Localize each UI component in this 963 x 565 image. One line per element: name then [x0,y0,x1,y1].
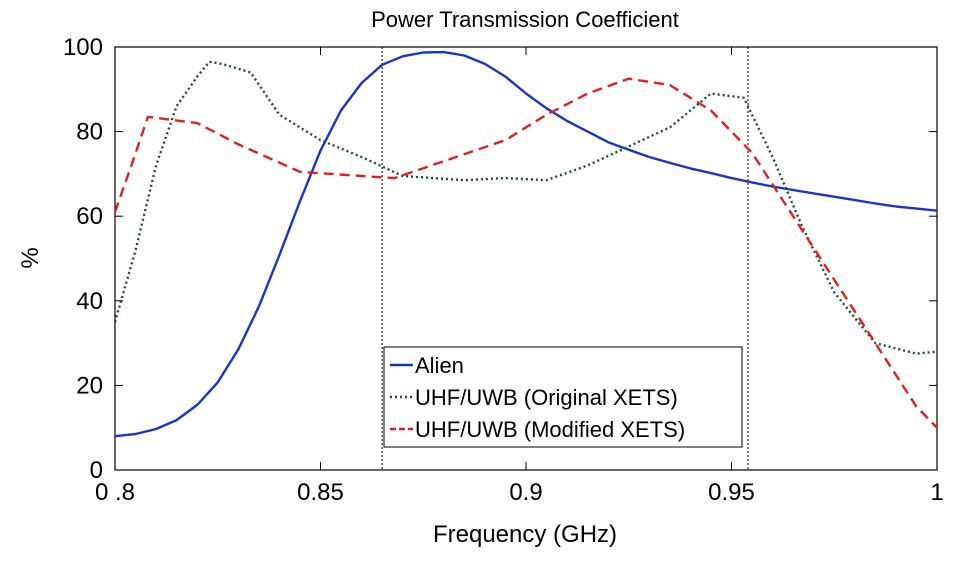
y-tick-label: 80 [76,119,103,146]
vertical-markers [381,47,749,470]
legend: Alien UHF/UWB (Original XETS) UHF/UWB (Mod… [383,346,743,448]
plot-area: 0 .8 0.85 0.9 0.95 1 0 20 40 60 80 100 [63,34,944,506]
y-tick-label: 0 [90,457,103,484]
legend-label: Alien [415,353,464,378]
x-tick-label: 0.95 [708,479,755,506]
axis-ticks: 0 .8 0.85 0.9 0.95 1 0 20 40 60 80 100 [63,34,944,506]
legend-entries: Alien UHF/UWB (Original XETS) UHF/UWB (Mod… [390,353,685,442]
series-lines [113,50,938,438]
y-tick-label: 40 [76,288,103,315]
chart-title: Power Transmission Coefficient [371,7,679,32]
series-line-2 [113,60,938,355]
series-line-1 [114,50,938,438]
x-tick-label: 0.9 [509,479,542,506]
legend-label: UHF/UWB (Original XETS) [415,385,678,410]
x-tick-label: 0.85 [297,479,344,506]
legend-label: UHF/UWB (Modified XETS) [415,417,685,442]
y-tick-label: 20 [76,372,103,399]
legend-box [383,346,743,448]
y-tick-label: 100 [63,34,103,61]
x-axis-title: Frequency (GHz) [433,521,617,548]
y-tick-label: 60 [76,203,103,230]
x-tick-label: 1 [930,479,943,506]
x-tick-label: 0 .8 [95,479,135,506]
series-line-3 [113,77,938,429]
y-axis-title: % [17,247,44,268]
